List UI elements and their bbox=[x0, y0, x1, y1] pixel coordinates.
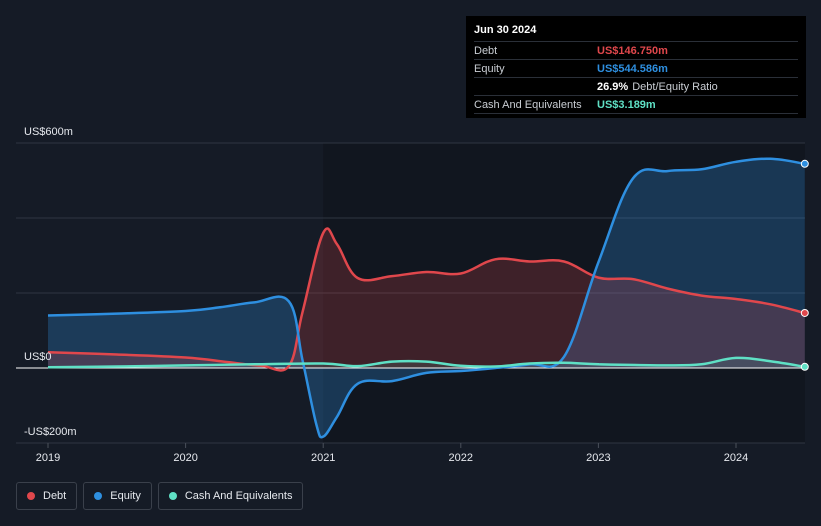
tooltip-row-cash: Cash And Equivalents US$3.189m bbox=[474, 96, 798, 114]
tooltip-equity-value: US$544.586m bbox=[597, 62, 668, 75]
end-marker-equity bbox=[800, 159, 809, 168]
y-axis-labels: US$600m US$0 -US$200m bbox=[24, 126, 77, 438]
tooltip-equity-label: Equity bbox=[474, 62, 505, 75]
series-lines bbox=[47, 157, 806, 439]
tooltip-date: Jun 30 2024 bbox=[474, 23, 798, 42]
end-marker-cash-and-equivalents bbox=[800, 362, 809, 371]
x-tick-label: 2023 bbox=[586, 452, 610, 464]
tooltip-ratio-value: 26.9% bbox=[597, 80, 629, 93]
x-tick-label: 2022 bbox=[449, 452, 473, 464]
legend-cash-dot-icon bbox=[168, 492, 177, 500]
chart-legend: Debt Equity Cash And Equivalents bbox=[16, 482, 304, 510]
x-tick-label: 2019 bbox=[36, 452, 60, 464]
tooltip-row-equity: Equity US$544.586m bbox=[474, 60, 798, 78]
y-axis-label: -US$200m bbox=[24, 426, 77, 438]
y-axis-label: US$0 bbox=[24, 351, 52, 363]
legend-item-debt[interactable]: Debt bbox=[16, 482, 78, 510]
grid-lines bbox=[16, 142, 805, 444]
legend-item-cash[interactable]: Cash And Equivalents bbox=[157, 482, 304, 510]
legend-item-equity[interactable]: Equity bbox=[83, 482, 152, 510]
tooltip-debt-label: Debt bbox=[474, 44, 498, 57]
end-marker-debt bbox=[800, 308, 809, 317]
line-cash-and-equivalents bbox=[47, 356, 805, 369]
legend-equity-dot-icon bbox=[94, 492, 103, 500]
y-axis-label: US$600m bbox=[24, 126, 73, 138]
legend-debt-label: Debt bbox=[43, 490, 67, 502]
tooltip-row-debt: Debt US$146.750m bbox=[474, 42, 798, 60]
x-axis-ticks: 2019 2020 2021 2022 2023 2024 bbox=[36, 443, 748, 464]
tooltip-cash-value: US$3.189m bbox=[597, 98, 656, 111]
legend-debt-dot-icon bbox=[27, 492, 35, 500]
x-tick-label: 2020 bbox=[173, 452, 197, 464]
tooltip-row-ratio: 26.9% Debt/Equity Ratio bbox=[474, 78, 798, 96]
tooltip-cash-label: Cash And Equivalents bbox=[474, 98, 582, 111]
tooltip-ratio-label: Debt/Equity Ratio bbox=[632, 80, 718, 93]
tooltip-debt-value: US$146.750m bbox=[597, 44, 668, 57]
x-tick-label: 2021 bbox=[311, 452, 335, 464]
x-tick-label: 2024 bbox=[724, 452, 748, 464]
series-end-markers bbox=[800, 159, 809, 371]
area-debt bbox=[48, 228, 805, 371]
legend-cash-label: Cash And Equivalents bbox=[184, 490, 293, 502]
data-tooltip: Jun 30 2024 Debt US$146.750m Equity US$5… bbox=[466, 16, 806, 118]
legend-equity-label: Equity bbox=[110, 490, 141, 502]
line-equity bbox=[47, 157, 805, 439]
